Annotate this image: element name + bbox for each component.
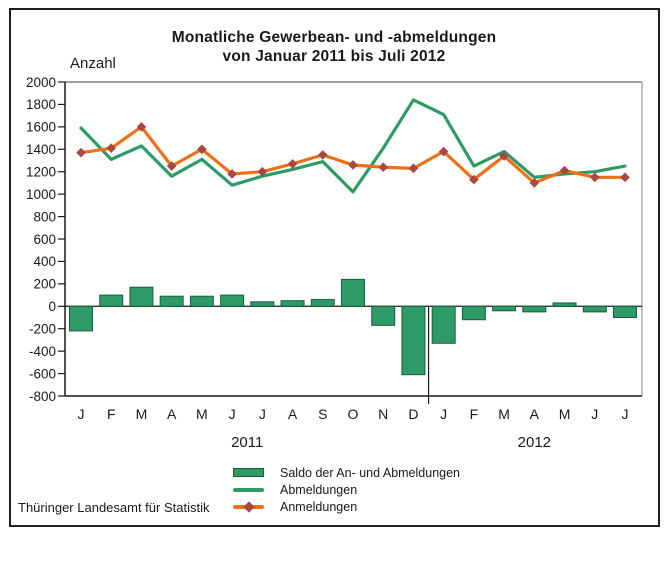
saldo-bar: [280, 300, 305, 307]
y-axis-tick-label: 1600: [26, 120, 56, 135]
x-axis-month-label: A: [530, 406, 540, 422]
legend-item-anmeldungen: Anmeldungen: [232, 498, 460, 515]
saldo-bar: [431, 305, 456, 344]
x-axis-month-label: F: [470, 406, 479, 422]
y-axis-tick-label: 600: [33, 232, 56, 247]
y-axis-tick-label: 2000: [26, 75, 56, 90]
anmeldungen-marker-diamond: [499, 151, 509, 161]
saldo-bar: [582, 305, 607, 313]
legend-label-abmeldungen: Abmeldungen: [280, 482, 358, 497]
saldo-bar: [310, 299, 335, 307]
anmeldungen-line-swatch-icon: [232, 500, 265, 513]
saldo-bar: [189, 295, 214, 307]
saldo-bar: [492, 305, 517, 312]
x-axis-month-label: M: [498, 406, 510, 422]
anmeldungen-marker-diamond: [348, 160, 358, 170]
anmeldungen-marker-diamond: [620, 172, 630, 183]
y-axis-tick-label: 400: [33, 254, 56, 269]
y-axis-tick-label: 1200: [26, 165, 56, 180]
x-axis-month-label: J: [78, 406, 85, 422]
anmeldungen-marker-diamond: [227, 169, 237, 179]
x-axis-month-label: J: [591, 406, 598, 422]
x-axis-month-label: S: [318, 406, 327, 422]
legend-label-saldo: Saldo der An- und Abmeldungen: [280, 465, 460, 480]
x-axis-month-label: A: [167, 406, 177, 422]
saldo-bar: [401, 305, 426, 376]
source-attribution: Thüringer Landesamt für Statistik: [18, 500, 210, 515]
anmeldungen-marker-diamond: [166, 161, 177, 171]
anmeldungen-marker-diamond: [106, 143, 117, 153]
x-axis-month-label: D: [408, 406, 418, 422]
x-axis-year-label: 2011: [231, 434, 263, 451]
anmeldungen-marker-diamond: [76, 147, 86, 158]
saldo-bar: [461, 305, 486, 321]
x-axis-year-label: 2012: [518, 434, 551, 451]
saldo-bar: [341, 278, 365, 307]
x-axis-month-label: M: [559, 406, 571, 422]
anmeldungen-marker-diamond: [529, 178, 540, 188]
x-axis-month-label: M: [136, 406, 148, 422]
y-axis-tick-label: 1000: [26, 187, 56, 202]
anmeldungen-line: [79, 125, 627, 185]
legend-item-abmeldungen: Abmeldungen: [232, 481, 460, 498]
x-axis-month-label: J: [229, 406, 236, 422]
saldo-bar: [522, 305, 547, 313]
x-axis-month-label: F: [107, 406, 116, 422]
saldo-bar: [250, 301, 275, 307]
x-axis-month-label: O: [348, 406, 359, 422]
legend-item-saldo: Saldo der An- und Abmeldungen: [232, 464, 460, 481]
anmeldungen-marker-diamond: [469, 174, 479, 185]
x-axis-month-label: J: [259, 406, 266, 422]
x-axis-month-label: J: [622, 406, 629, 422]
y-axis-tick-label: 1800: [26, 97, 56, 112]
saldo-bar-swatch-icon: [232, 468, 265, 477]
chart-frame: [9, 8, 660, 527]
y-axis-tick-label: -200: [29, 322, 56, 337]
y-axis-tick-label: 0: [48, 299, 56, 314]
y-axis-tick-label: -400: [29, 344, 56, 359]
y-axis-tick-label: 200: [33, 277, 56, 292]
anmeldungen-marker-diamond: [438, 146, 449, 157]
abmeldungen-line: [79, 98, 627, 194]
anmeldungen-marker-diamond: [136, 122, 147, 132]
saldo-bar: [129, 286, 154, 307]
x-axis-month-label: N: [378, 406, 388, 422]
x-axis-month-label: A: [288, 406, 298, 422]
x-axis-month-label: M: [196, 406, 208, 422]
y-axis-tick-label: 800: [33, 209, 56, 224]
anmeldungen-marker-diamond: [317, 150, 328, 160]
saldo-bar: [371, 305, 396, 326]
y-axis-title: Anzahl: [70, 55, 116, 72]
saldo-bar: [220, 294, 245, 307]
abmeldungen-line-swatch-icon: [232, 487, 265, 492]
saldo-bar: [552, 302, 577, 307]
saldo-bar: [613, 305, 637, 318]
anmeldungen-marker-diamond: [197, 144, 207, 155]
anmeldungen-marker-diamond: [408, 163, 419, 174]
saldo-bar: [159, 295, 184, 307]
x-axis-month-label: J: [440, 406, 447, 422]
y-axis-tick-label: 1400: [26, 142, 56, 157]
saldo-bar: [99, 294, 124, 307]
anmeldungen-marker-diamond: [589, 172, 600, 183]
chart-title-line2: von Januar 2011 bis Juli 2012: [222, 48, 446, 65]
legend-label-anmeldungen: Anmeldungen: [280, 499, 358, 514]
chart-title: Monatliche Gewerbean- und -abmeldungen v…: [0, 28, 668, 66]
y-axis-tick-label: -800: [29, 389, 56, 404]
anmeldungen-marker-diamond: [257, 166, 268, 177]
anmeldungen-marker-diamond: [287, 159, 298, 169]
anmeldungen-marker-diamond: [559, 165, 570, 176]
saldo-bar: [69, 305, 93, 332]
anmeldungen-marker-diamond: [378, 162, 389, 173]
chart-title-line1: Monatliche Gewerbean- und -abmeldungen: [171, 29, 497, 46]
legend: Saldo der An- und Abmeldungen Abmeldunge…: [232, 464, 460, 515]
y-axis-tick-label: -600: [29, 366, 56, 381]
